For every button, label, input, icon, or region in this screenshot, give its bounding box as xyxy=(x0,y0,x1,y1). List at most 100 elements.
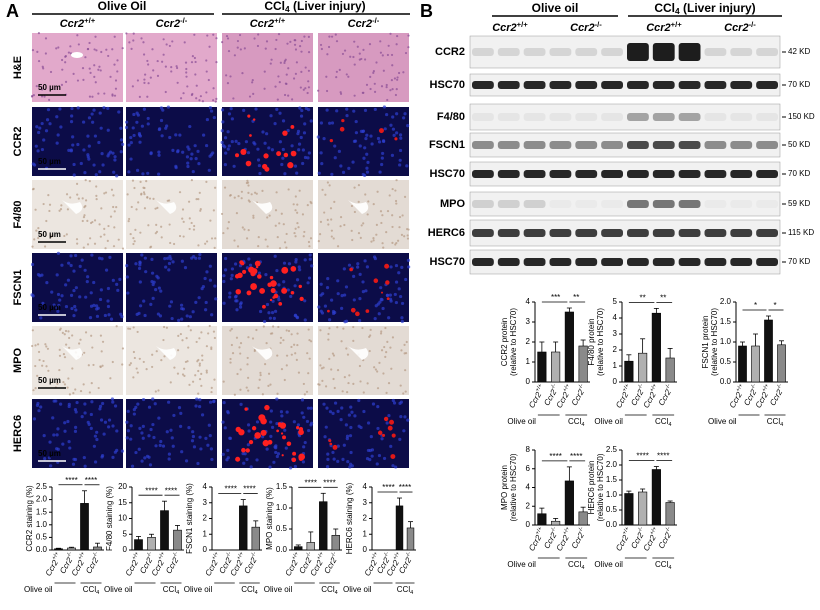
texture xyxy=(341,52,345,56)
texture xyxy=(394,465,398,469)
texture xyxy=(132,412,136,416)
subscript: 4 xyxy=(255,590,258,596)
texture xyxy=(381,214,384,217)
texture xyxy=(350,204,354,208)
superscript: -/- xyxy=(92,551,100,559)
texture xyxy=(373,317,377,321)
texture xyxy=(93,460,98,464)
texture xyxy=(246,443,250,447)
texture xyxy=(365,152,369,156)
texture xyxy=(349,450,353,455)
texture xyxy=(198,252,202,257)
texture xyxy=(52,433,56,437)
texture xyxy=(84,199,88,202)
texture xyxy=(170,436,174,440)
texture xyxy=(264,47,267,50)
texture xyxy=(74,410,78,414)
texture xyxy=(269,434,273,438)
texture xyxy=(113,94,117,97)
texture xyxy=(98,407,102,411)
texture xyxy=(146,171,150,175)
texture xyxy=(286,441,292,447)
texture xyxy=(82,246,85,249)
blot-band xyxy=(704,141,727,149)
texture xyxy=(125,275,129,279)
texture xyxy=(330,218,333,221)
texture xyxy=(322,366,325,369)
texture xyxy=(294,39,297,42)
texture xyxy=(195,198,198,201)
texture xyxy=(162,38,165,41)
texture xyxy=(41,65,44,68)
texture xyxy=(390,454,396,460)
texture xyxy=(100,257,104,261)
texture xyxy=(111,151,115,155)
texture xyxy=(305,419,310,424)
group-label: CCl4 (Liver injury) xyxy=(264,0,365,14)
texture xyxy=(267,282,272,288)
bar xyxy=(638,352,648,383)
texture xyxy=(372,71,375,74)
texture xyxy=(369,134,373,138)
texture xyxy=(38,358,41,362)
superscript: +/+ xyxy=(563,383,572,393)
texture xyxy=(384,326,387,330)
texture xyxy=(407,46,410,49)
scale-bar-label: 50 µm xyxy=(38,303,61,312)
texture xyxy=(234,299,238,303)
texture xyxy=(385,86,388,89)
size-label: 59 KD xyxy=(788,199,810,208)
texture xyxy=(101,364,104,367)
texture xyxy=(92,444,96,448)
texture xyxy=(391,214,394,217)
texture xyxy=(36,149,40,153)
texture xyxy=(357,200,360,203)
texture xyxy=(93,434,97,438)
texture xyxy=(337,149,341,153)
texture xyxy=(48,203,52,206)
gene: Ccr2 xyxy=(527,390,544,410)
texture xyxy=(83,206,86,209)
texture xyxy=(274,450,278,455)
superscript: -/- xyxy=(595,20,603,29)
blot-band xyxy=(497,113,520,121)
texture xyxy=(371,402,376,406)
y-tick-label: 2.0 xyxy=(606,460,618,469)
texture xyxy=(332,354,336,357)
texture xyxy=(326,277,330,281)
texture xyxy=(223,256,228,261)
texture xyxy=(262,325,265,328)
texture xyxy=(303,155,308,160)
texture xyxy=(322,402,326,406)
texture xyxy=(306,204,309,207)
texture xyxy=(194,73,197,76)
texture xyxy=(181,208,185,211)
texture xyxy=(69,293,74,297)
texture xyxy=(284,58,287,61)
bar xyxy=(80,503,89,551)
texture xyxy=(66,208,70,211)
texture xyxy=(98,170,102,174)
texture xyxy=(329,298,334,302)
texture xyxy=(141,436,145,440)
texture xyxy=(297,265,301,269)
texture xyxy=(72,162,76,167)
texture xyxy=(294,235,297,238)
texture xyxy=(349,55,352,58)
y-tick-label: 5 xyxy=(613,297,618,306)
texture xyxy=(207,78,210,82)
texture xyxy=(79,338,82,341)
texture xyxy=(145,368,148,371)
texture xyxy=(75,400,79,405)
texture xyxy=(307,35,310,38)
texture xyxy=(44,343,47,346)
texture xyxy=(390,79,393,82)
texture xyxy=(36,374,39,377)
texture xyxy=(327,223,330,226)
texture xyxy=(407,34,410,37)
blot-band xyxy=(704,258,727,266)
texture xyxy=(43,95,46,98)
texture xyxy=(124,125,129,130)
texture xyxy=(173,366,176,369)
texture xyxy=(407,228,410,231)
